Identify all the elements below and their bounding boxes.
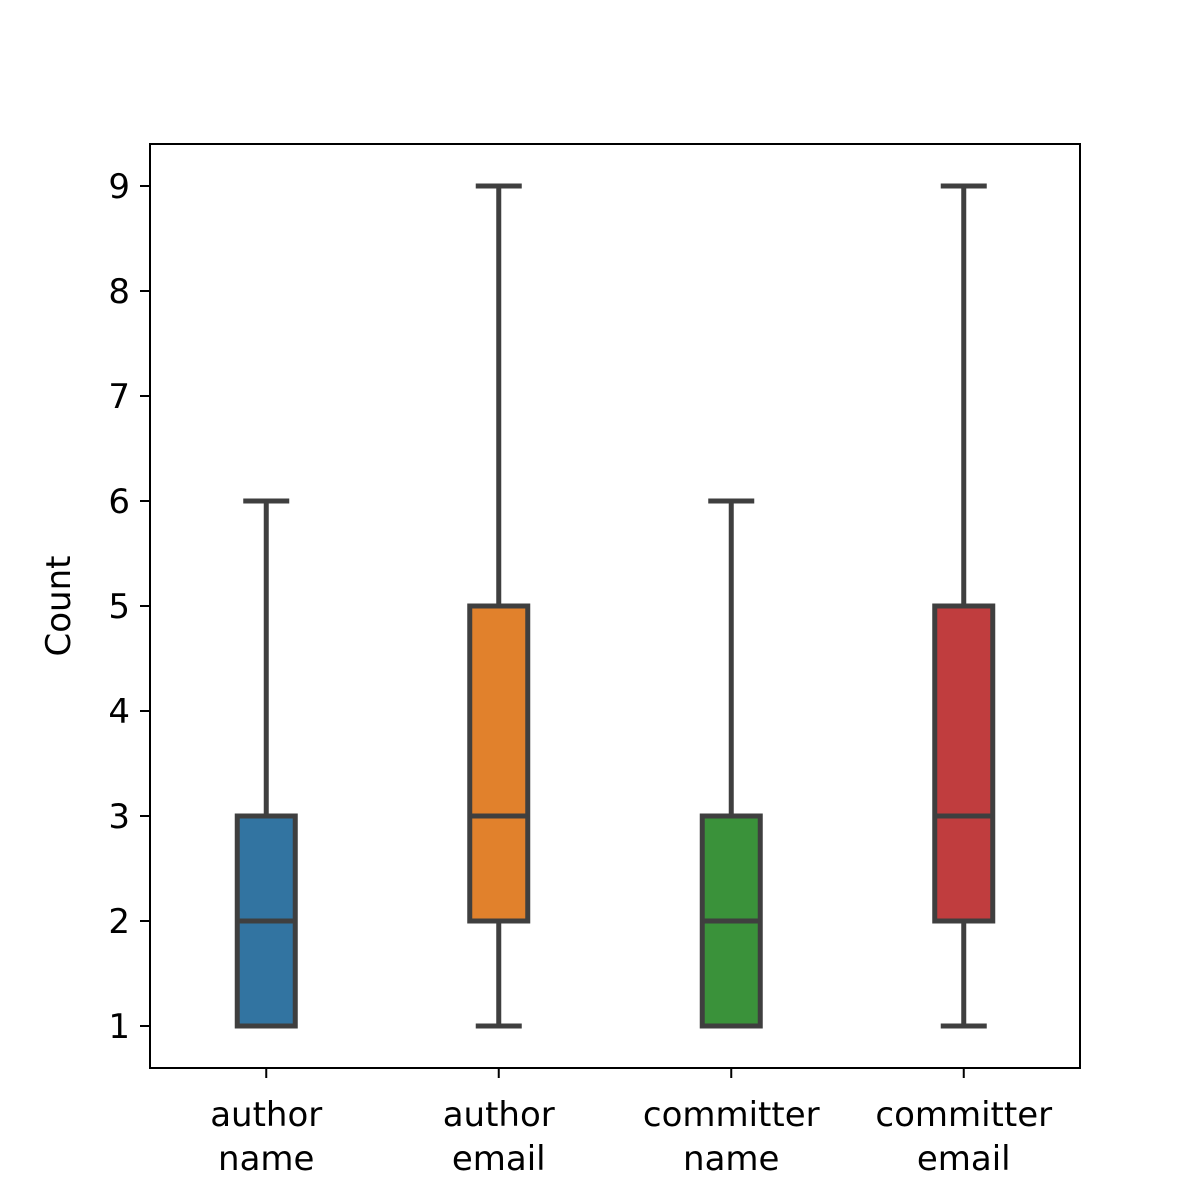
iqr-box	[932, 603, 996, 924]
x-tick-label: author email	[443, 1095, 555, 1179]
iqr-box	[467, 603, 531, 924]
y-tick-label: 9	[108, 167, 130, 207]
y-tick-label: 6	[108, 482, 130, 522]
y-tick-label: 1	[108, 1007, 130, 1047]
x-tick-label: committer email	[875, 1095, 1052, 1179]
y-tick-label: 3	[108, 797, 130, 837]
plot-area	[234, 183, 996, 1029]
y-tick-label: 5	[108, 587, 130, 627]
box-2	[467, 183, 531, 1029]
plot-frame	[149, 143, 1081, 1069]
y-tick-label: 8	[108, 272, 130, 312]
x-tick-label: committer name	[643, 1095, 820, 1179]
box-1	[234, 498, 298, 1029]
x-tick-label: author name	[210, 1095, 322, 1179]
x-axis: author name author email committer name commit…	[210, 1068, 1052, 1179]
box-4	[932, 183, 996, 1029]
y-tick-label: 4	[108, 692, 130, 732]
y-axis-label: Count	[39, 556, 79, 657]
y-axis: 1 2 3 4 5 6 7 8 9	[108, 167, 150, 1047]
y-tick-label: 7	[108, 377, 130, 417]
box-3	[699, 498, 763, 1029]
y-tick-label: 2	[108, 902, 130, 942]
